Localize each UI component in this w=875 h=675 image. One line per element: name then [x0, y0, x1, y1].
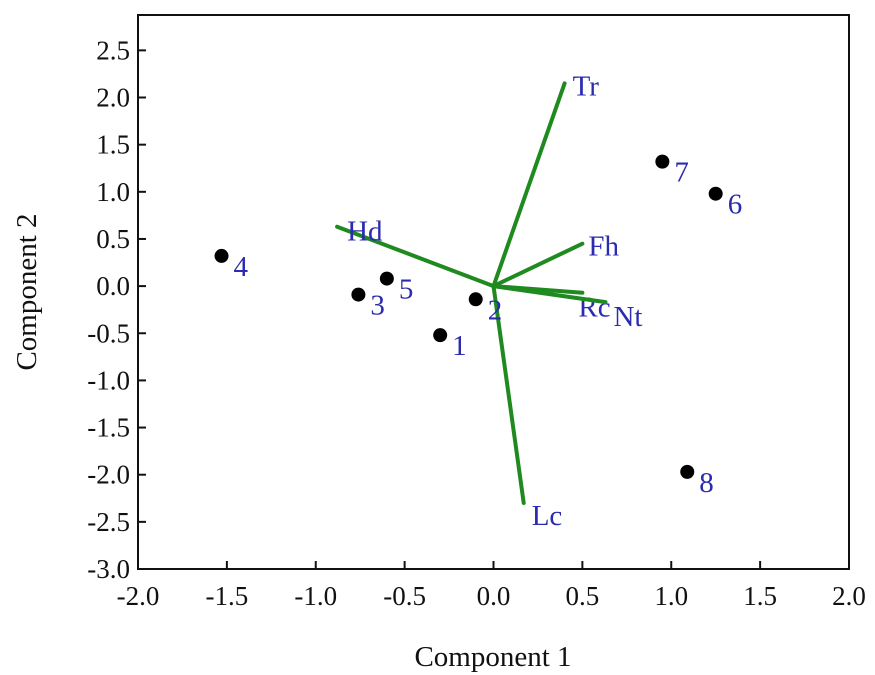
score-point-7 [655, 154, 670, 169]
y-tick-label: -2.0 [87, 460, 130, 490]
point-label: 4 [234, 251, 249, 283]
x-tick-label: 1.5 [743, 581, 777, 611]
score-point-1 [433, 328, 448, 343]
x-tick-label: 2.0 [832, 581, 866, 611]
loading-vectors: Tr Hd Fh Rc Nt Lc [335, 70, 642, 532]
y-tick-label: -2.5 [87, 507, 130, 537]
vector-fh [491, 241, 585, 289]
vector-nt [491, 284, 608, 305]
score-point-3 [351, 287, 366, 302]
score-point-5 [379, 271, 394, 286]
score-points: 12 3 4 5 6 7 8 [214, 154, 743, 499]
point-label: 1 [452, 330, 467, 362]
axis-ticks: -2.0 -1.5 -1.0 -0.5 0.0 0.5 1.0 1.5 2.0 -3.0 -2.5 -… [87, 35, 866, 611]
x-tick-label: -1.0 [294, 581, 337, 611]
score-point-2 [468, 292, 483, 307]
point-label: 3 [370, 290, 385, 322]
point-label: 7 [674, 157, 689, 189]
vector-label: Tr [573, 70, 600, 102]
x-tick-label: 0.0 [477, 581, 511, 611]
score-point-6 [708, 186, 723, 201]
y-tick-label: 0.0 [96, 271, 130, 301]
y-tick-label: -1.5 [87, 413, 130, 443]
vector-hd [335, 224, 496, 289]
score-point-4 [214, 248, 229, 263]
y-tick-label: -0.5 [87, 318, 130, 348]
vector-lc [491, 284, 526, 505]
point-label: 5 [399, 274, 414, 306]
x-tick-label: 0.5 [566, 581, 600, 611]
point-label: 8 [699, 467, 714, 499]
x-tick-label: 1.0 [654, 581, 688, 611]
point-label: 6 [728, 189, 743, 221]
vector-label: Nt [613, 301, 642, 333]
x-tick-label: -0.5 [383, 581, 426, 611]
y-tick-label: 2.5 [96, 35, 130, 65]
y-tick-label: 0.5 [96, 224, 130, 254]
x-axis-title: Component 1 [414, 641, 571, 673]
x-tick-label: -1.5 [206, 581, 249, 611]
point-label: 2 [488, 294, 503, 326]
vector-label: Hd [347, 216, 383, 248]
y-tick-label: -1.0 [87, 365, 130, 395]
y-axis-title: Component 2 [11, 213, 43, 370]
vector-tr [491, 81, 567, 289]
vector-label: Fh [588, 231, 619, 263]
vector-label: Rc [578, 292, 610, 324]
y-tick-label: 1.5 [96, 130, 130, 160]
score-point-8 [680, 464, 695, 479]
y-tick-label: 1.0 [96, 177, 130, 207]
y-tick-label: 2.0 [96, 83, 130, 113]
x-tick-label: -2.0 [117, 581, 160, 611]
vector-label: Lc [532, 500, 563, 532]
y-tick-label: -3.0 [87, 554, 130, 584]
